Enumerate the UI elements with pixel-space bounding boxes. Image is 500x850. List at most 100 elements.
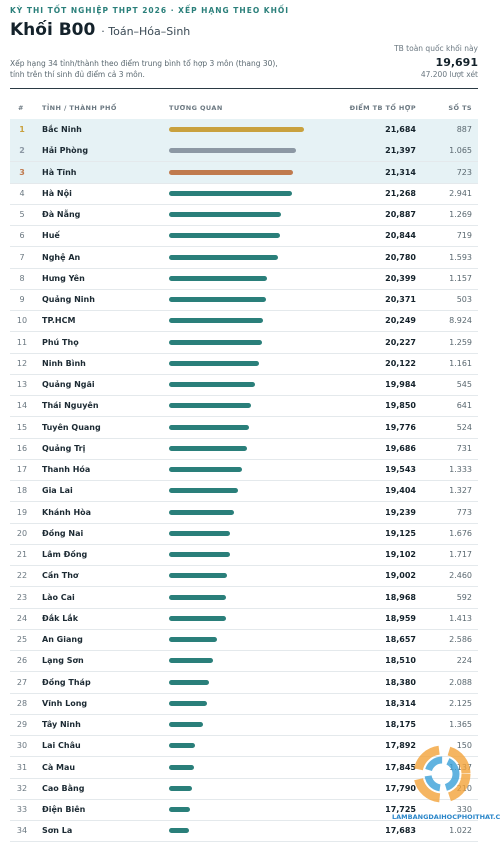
score-bar (169, 658, 213, 664)
rank: 1 (19, 125, 25, 134)
score: 20,249 (385, 316, 416, 326)
rank: 4 (19, 188, 25, 198)
rank: 5 (19, 210, 25, 219)
score-bar (169, 573, 227, 579)
rank: 13 (16, 380, 28, 389)
rank: 10 (16, 316, 28, 326)
column-header: ĐIỂM TB TỔ HỢP (349, 104, 416, 112)
rank: 34 (16, 826, 28, 836)
score-bar (169, 382, 256, 387)
province-name: Lào Cai (42, 592, 75, 602)
candidate-count: 2.088 (449, 677, 472, 687)
province-name: Lai Châu (42, 741, 81, 751)
candidate-count: 1.333 (449, 465, 472, 474)
table-row: 5 Đà Nẵng 20,887 1.269 (10, 204, 478, 226)
province-name: Thái Nguyên (42, 401, 99, 411)
divider (10, 88, 478, 89)
table-row: 19 Khánh Hòa 19,239 773 (10, 502, 478, 524)
score-bar (169, 318, 263, 324)
province-name: Đồng Nai (42, 528, 84, 538)
score-bar (169, 679, 210, 685)
table-row: 34 Sơn La 17,683 1.022 (10, 820, 478, 843)
table-row: 24 Đắk Lắk 18,959 1.413 (10, 608, 478, 630)
province-name: TP.HCM (42, 316, 76, 326)
rank: 28 (16, 698, 28, 708)
province-name: Ninh Bình (42, 358, 86, 368)
table-row: 32 Cao Bằng 17,790 210 (10, 778, 478, 800)
score: 21,397 (385, 146, 416, 156)
description: Xếp hạng 34 tỉnh/thành theo điểm trung b… (10, 59, 278, 68)
candidate-count: 1.269 (449, 210, 472, 219)
score-bar (169, 297, 267, 302)
province-name: Tuyên Quang (42, 422, 101, 432)
province-name: Sơn La (42, 826, 73, 836)
score-bar (169, 764, 194, 770)
score: 19,686 (385, 443, 416, 453)
score: 18,175 (385, 720, 416, 729)
score-bar (169, 615, 226, 621)
score: 19,850 (385, 401, 416, 411)
score-bar (169, 445, 247, 451)
rank: 2 (19, 146, 25, 156)
column-header: TƯƠNG QUAN (169, 104, 223, 112)
province-name: Bắc Ninh (42, 125, 82, 134)
table-row: 20 Đồng Nai 19,125 1.676 (10, 523, 478, 545)
candidate-count: 719 (456, 231, 472, 241)
province-name: Quảng Trị (42, 443, 86, 453)
score-bar (169, 488, 239, 494)
score: 19,239 (385, 507, 416, 517)
province-name: Khánh Hòa (42, 507, 92, 517)
candidate-count: 1.593 (449, 252, 472, 262)
rank: 20 (16, 528, 28, 538)
province-name: Vĩnh Long (42, 698, 88, 708)
score-bar (169, 424, 250, 430)
score-bar (169, 275, 268, 281)
score-bar (169, 190, 293, 196)
table-row: 14 Thái Nguyên 19,850 641 (10, 395, 478, 418)
kicker: KỲ THI TỐT NGHIỆP THPT 2026 · XẾP HẠNG T… (10, 6, 290, 15)
candidate-count: 503 (456, 295, 472, 304)
table-row: 12 Ninh Bình 20,122 1.161 (10, 353, 478, 375)
score: 19,776 (385, 422, 416, 432)
score: 19,125 (385, 528, 416, 538)
candidate-count: 1.022 (449, 826, 472, 836)
province-name: Hà Nội (42, 188, 72, 198)
province-name: Đà Nẵng (42, 210, 81, 219)
score: 18,959 (385, 613, 416, 623)
table-row: 15 Tuyên Quang 19,776 524 (10, 417, 478, 439)
candidate-count: 1.327 (449, 486, 472, 496)
title: Khối B00 (10, 20, 96, 40)
rank: 24 (16, 613, 28, 623)
score: 17,683 (385, 826, 416, 836)
rank: 14 (16, 401, 28, 411)
table-row: 17 Thanh Hóa 19,543 1.333 (10, 459, 478, 481)
candidate-count: 545 (456, 380, 472, 389)
score-bar (169, 127, 304, 132)
score-bar (169, 743, 195, 749)
province-name: Hưng Yên (42, 273, 85, 283)
score: 17,845 (385, 762, 416, 772)
rank: 8 (19, 273, 25, 283)
province-name: Hà Tĩnh (42, 167, 77, 177)
description: tính trên thí sinh đủ điểm cả 3 môn. (10, 70, 145, 79)
candidate-count: 641 (456, 401, 472, 411)
score-bar (169, 467, 243, 472)
province-name: Lạng Sơn (42, 656, 84, 666)
rank: 21 (16, 550, 28, 559)
score: 20,780 (385, 252, 416, 262)
rank: 12 (16, 358, 28, 368)
table-row: 27 Đồng Tháp 18,380 2.088 (10, 672, 478, 694)
score: 20,122 (385, 358, 416, 368)
score: 18,510 (385, 656, 416, 666)
score: 19,984 (385, 380, 416, 389)
rank: 15 (16, 422, 28, 432)
score: 20,844 (385, 231, 416, 241)
score: 20,399 (385, 273, 416, 283)
score-bar (169, 785, 193, 791)
table-row: 4 Hà Nội 21,268 2.941 (10, 183, 478, 205)
province-name: Đồng Tháp (42, 677, 91, 687)
province-name: Tây Ninh (42, 720, 81, 729)
score-bar (169, 700, 208, 706)
score: 17,790 (385, 783, 416, 793)
score: 20,371 (385, 295, 416, 304)
